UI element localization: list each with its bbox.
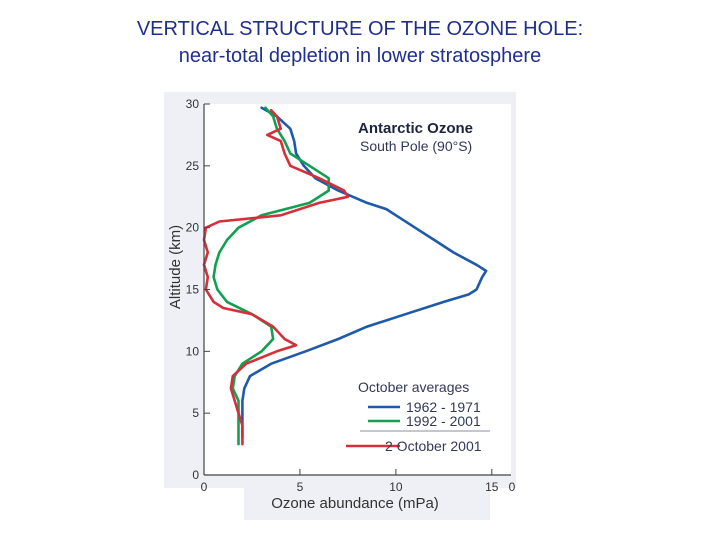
- x-tick-label: 15: [485, 480, 499, 494]
- slide-title-line2: near-total depletion in lower stratosphe…: [178, 45, 542, 67]
- x-tick-label: 0: [509, 480, 516, 494]
- xlabel-background: [244, 488, 490, 520]
- y-tick-label: 15: [186, 283, 200, 297]
- chart-subtitle: South Pole (90°S): [360, 138, 472, 154]
- ozone-profile-figure: 0 5 10 15 0 0 5 10 15 20 25 30 Antarctic Ozone Sout…: [160, 90, 520, 526]
- chart-title: Antarctic Ozone: [358, 120, 473, 137]
- y-tick-label: 30: [186, 97, 200, 111]
- x-tick-label: 5: [297, 480, 304, 494]
- legend-label-2: 1992 - 2001: [406, 413, 481, 429]
- y-tick-label: 5: [192, 406, 199, 420]
- legend-label-3: 2 October 2001: [385, 438, 482, 454]
- y-tick-label: 20: [186, 221, 200, 235]
- plot-area: [204, 104, 511, 475]
- slide-title-line1: VERTICAL STRUCTURE OF THE OZONE HOLE:: [136, 18, 584, 40]
- y-tick-label: 0: [192, 468, 199, 482]
- y-tick-label: 25: [186, 159, 200, 173]
- x-axis-title: Ozone abundance (mPa): [271, 495, 439, 512]
- x-tick-label: 0: [201, 480, 208, 494]
- y-axis-title: Altitude (km): [167, 225, 184, 309]
- slide-title: VERTICAL STRUCTURE OF THE OZONE HOLE: ne…: [0, 16, 720, 70]
- series-line-1: [241, 106, 488, 440]
- legend-title: October averages: [358, 379, 469, 395]
- y-tick-label: 10: [186, 344, 200, 358]
- x-tick-label: 10: [389, 480, 403, 494]
- legend-label-1: 1962 - 1971: [406, 399, 481, 415]
